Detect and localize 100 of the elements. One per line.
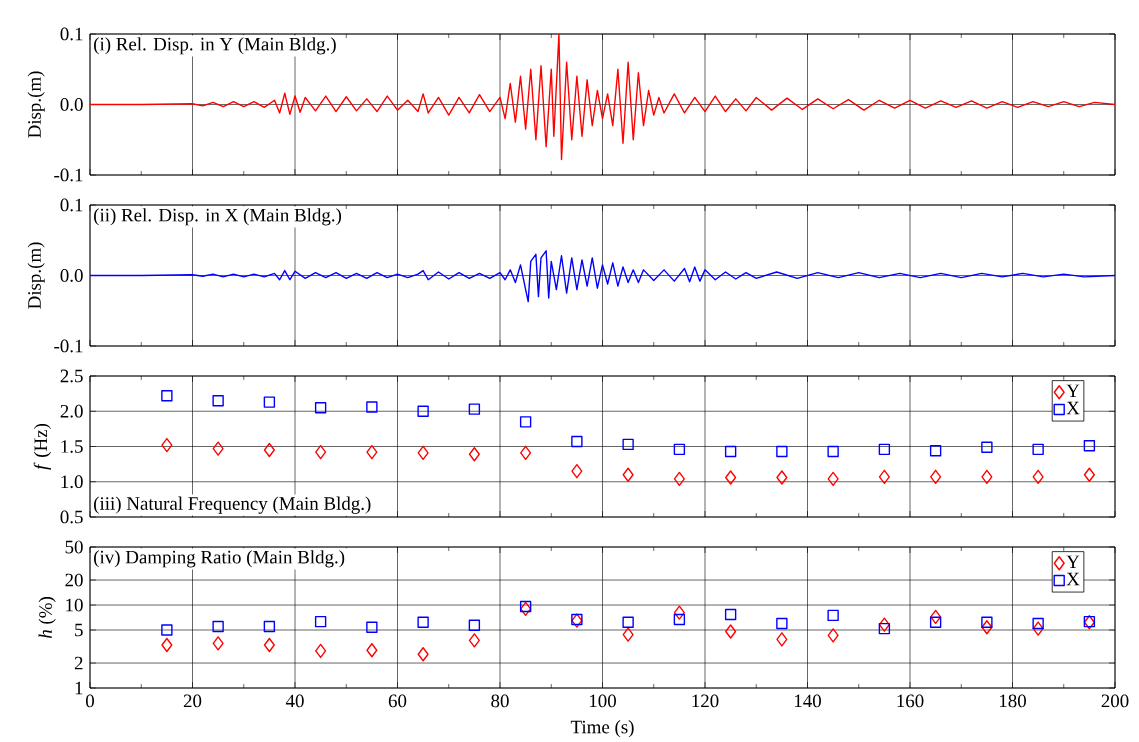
point xyxy=(878,622,891,635)
point xyxy=(417,405,429,417)
x-tick-label: 80 xyxy=(491,694,509,708)
point xyxy=(725,624,737,639)
point xyxy=(827,609,839,622)
point xyxy=(673,471,685,487)
point xyxy=(520,445,532,461)
point xyxy=(314,402,327,414)
point xyxy=(468,447,480,462)
point xyxy=(161,437,173,453)
x-tick-label: 60 xyxy=(388,694,407,708)
y-tick-label: 10 xyxy=(66,598,83,612)
y-tick-label: 1.0 xyxy=(61,475,83,489)
point xyxy=(725,470,737,485)
chart-title: (iv) Damping Ratio (Main Bldg.) xyxy=(94,550,345,568)
point xyxy=(263,396,276,408)
point xyxy=(622,467,634,482)
point xyxy=(468,403,481,415)
point xyxy=(776,632,788,647)
point xyxy=(520,601,532,617)
point xyxy=(161,637,173,653)
point xyxy=(263,620,276,633)
text: (iii) Natural Frequency (Main Bldg.) xyxy=(94,496,371,514)
point xyxy=(468,633,480,648)
y-tick-label: 2.0 xyxy=(60,404,83,418)
y-tick-label: 20 xyxy=(65,573,83,587)
point xyxy=(212,636,224,651)
point xyxy=(929,616,942,628)
y-tick-label: -0.1 xyxy=(54,339,83,353)
point xyxy=(161,390,173,402)
chart-title: (i) Rel. Disp. in Y (Main Bldg.) xyxy=(94,37,336,55)
point xyxy=(1032,617,1044,630)
legend-label: X xyxy=(1066,401,1080,415)
point xyxy=(263,442,275,458)
point xyxy=(827,445,839,458)
y-axis-title: f (Hz) xyxy=(33,423,52,470)
x-tick-label: 100 xyxy=(589,694,616,708)
y-axis-title: h (%) xyxy=(38,597,56,639)
point xyxy=(263,637,275,653)
legend-label: X xyxy=(1066,572,1080,586)
point xyxy=(468,619,481,631)
x-tick-label: 40 xyxy=(285,694,304,708)
point xyxy=(776,617,788,630)
point xyxy=(827,628,839,643)
point xyxy=(315,643,327,659)
y-tick-label: 0.1 xyxy=(60,198,83,212)
point xyxy=(571,463,583,479)
x-tick-label: 120 xyxy=(692,694,719,708)
y-tick-label: 0.5 xyxy=(60,510,83,524)
point xyxy=(366,444,378,460)
point xyxy=(366,401,378,413)
line-series xyxy=(90,34,1116,161)
point xyxy=(673,443,686,456)
y-tick-label: 0.0 xyxy=(60,269,83,282)
point xyxy=(519,416,532,428)
point xyxy=(673,605,685,620)
point xyxy=(417,616,429,628)
point xyxy=(314,615,327,628)
point xyxy=(366,621,378,633)
y-tick-label: 2.5 xyxy=(60,369,83,383)
y-tick-label: 0.0 xyxy=(60,98,83,111)
point xyxy=(622,627,634,642)
y-tick-label: 2 xyxy=(74,656,83,670)
x-axis-title: Time (s) xyxy=(570,720,634,738)
point xyxy=(981,620,993,635)
point xyxy=(878,443,891,456)
point xyxy=(930,609,942,625)
point xyxy=(315,444,327,460)
point xyxy=(366,643,378,658)
x-tick-label: 200 xyxy=(1101,694,1129,708)
point xyxy=(930,469,942,485)
point xyxy=(878,469,890,485)
y-tick-label: 1.5 xyxy=(61,440,83,453)
point xyxy=(1032,469,1044,485)
point xyxy=(724,608,737,621)
x-tick-label: 140 xyxy=(794,694,821,708)
point xyxy=(776,470,788,485)
point xyxy=(1083,467,1095,482)
y-tick-label: -0.1 xyxy=(54,168,83,182)
y-tick-label: 0.1 xyxy=(60,27,83,41)
point xyxy=(417,445,429,461)
x-tick-label: 20 xyxy=(183,694,202,708)
point xyxy=(417,647,429,662)
line-series xyxy=(90,250,1116,303)
x-tick-label: 0 xyxy=(85,694,94,708)
point xyxy=(1032,621,1044,636)
point xyxy=(622,438,634,451)
point xyxy=(724,445,737,458)
point xyxy=(981,469,993,485)
point xyxy=(212,620,224,633)
chart-title: (ii) Rel. Disp. in X (Main Bldg.) xyxy=(94,208,342,226)
x-tick-label: 160 xyxy=(897,694,924,708)
y-axis-title: Disp.(m) xyxy=(27,71,45,138)
y-tick-label: 1 xyxy=(75,681,83,695)
point xyxy=(212,394,224,407)
point xyxy=(981,616,993,628)
point xyxy=(622,616,634,628)
legend-label: Y xyxy=(1066,384,1080,398)
point xyxy=(827,471,839,487)
y-tick-label: 5 xyxy=(75,623,83,637)
